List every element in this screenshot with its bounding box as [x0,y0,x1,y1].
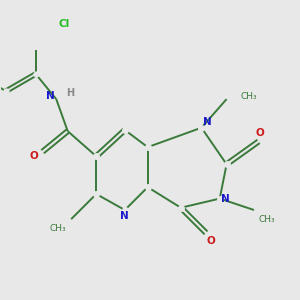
Text: O: O [206,236,215,246]
Text: N: N [203,117,212,127]
Text: H: H [66,88,74,98]
Text: O: O [255,128,264,138]
Text: N: N [46,91,55,101]
Text: N: N [121,211,129,221]
Text: CH₃: CH₃ [240,92,257,101]
Text: Cl: Cl [58,19,70,29]
Text: CH₃: CH₃ [259,215,275,224]
Text: N: N [221,194,230,204]
Text: O: O [29,151,38,161]
Text: CH₃: CH₃ [50,224,67,233]
